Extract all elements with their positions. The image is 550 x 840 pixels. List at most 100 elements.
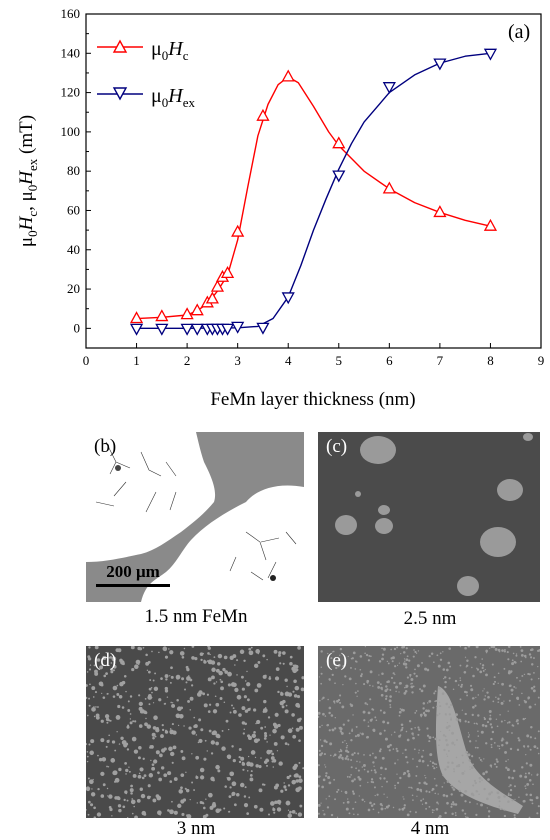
texture-dot [243,803,249,808]
data-point-hex [256,322,270,335]
texture-dot [455,713,458,716]
texture-dot [507,776,511,779]
texture-dot [254,688,259,693]
texture-dot [499,693,502,696]
texture-dot [178,789,184,794]
texture-dot [428,700,432,703]
texture-dot [236,674,238,676]
texture-dot [86,786,91,791]
texture-dot [389,695,392,698]
texture-dot [531,663,534,666]
texture-dot [485,673,488,677]
texture-dot [117,648,122,653]
texture-dot [369,670,373,674]
texture-dot [471,755,474,758]
texture-dot [524,700,527,704]
y-tick-label: 140 [61,45,81,60]
texture-dot [364,800,366,803]
texture-dot [450,803,454,806]
texture-dot [251,733,257,738]
texture-dot [410,727,413,731]
texture-dot [106,787,109,790]
texture-dot [436,705,438,708]
texture-dot [145,717,147,720]
texture-dot [123,674,127,678]
texture-dot [348,732,351,735]
bright-streak-e [435,686,523,814]
texture-dot [383,793,385,795]
texture-dot [354,660,357,663]
texture-dot [455,717,459,721]
texture-dot [386,796,388,798]
texture-dot [254,756,257,759]
texture-dot [507,671,511,675]
texture-dot [202,692,206,696]
texture-dot [353,813,355,816]
texture-dot [332,650,335,653]
texture-dot [193,789,196,792]
texture-dot [392,748,395,750]
texture-dot [222,667,226,672]
texture-dot [294,773,299,778]
texture-dot [338,726,342,730]
texture-dot [318,775,321,779]
texture-dot [517,737,520,740]
texture-dot [461,709,463,711]
texture-dot [320,752,324,755]
texture-dot [400,708,404,712]
texture-dot [416,787,420,791]
texture-dot [514,661,517,664]
texture-dot [138,746,142,750]
texture-dot [412,799,414,801]
texture-dot [266,658,268,661]
texture-dot [274,800,278,805]
texture-dot [475,789,478,792]
y-tick-label: 20 [67,281,80,296]
texture-dot [460,683,464,686]
texture-dot [400,653,402,655]
texture-dot [492,682,495,686]
texture-dot [431,789,434,792]
texture-dot [286,685,288,688]
texture-dot [530,774,533,776]
texture-dot [320,672,323,675]
texture-dot [189,678,193,682]
texture-dot [298,761,301,764]
texture-dot [464,656,467,658]
texture-dot [172,745,177,750]
texture-dot [380,774,382,776]
texture-dot [489,723,493,726]
texture-dot [464,646,467,650]
texture-dot [529,748,532,751]
texture-dot [324,764,326,766]
texture-dot [247,735,253,740]
texture-dot [412,685,415,688]
texture-dot [408,786,410,789]
texture-dot [367,781,369,784]
texture-dot [399,708,402,710]
texture-dot [482,690,484,692]
texture-dot [476,723,479,725]
texture-dot [498,805,501,808]
texture-dot [455,756,458,759]
legend-hc-label: μ0Hc [151,38,189,63]
texture-dot [505,766,508,769]
texture-dot [463,670,467,674]
texture-dot [368,655,371,657]
texture-dot [475,696,477,699]
texture-dot [511,724,514,727]
image-panel-b: (b) 200 μm [86,432,304,602]
texture-dot [465,666,467,668]
texture-dot [529,798,532,802]
texture-dot [482,669,485,672]
texture-dot [537,665,539,668]
panel-tag-d: (d) [94,650,117,671]
texture-dot [264,707,267,709]
texture-dot [169,681,172,684]
texture-dot [444,811,447,815]
texture-dot [106,692,109,695]
texture-dot [439,652,442,655]
texture-dot [147,660,151,664]
texture-dot [276,807,282,812]
texture-dot [467,646,471,648]
